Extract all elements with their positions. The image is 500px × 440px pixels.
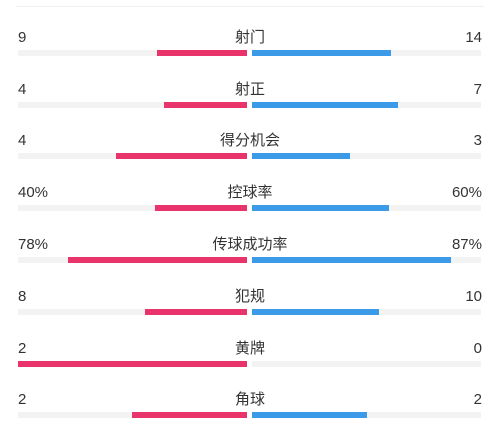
top-divider xyxy=(16,6,484,7)
home-value: 78% xyxy=(18,236,49,253)
stat-label: 射正 xyxy=(234,81,265,98)
home-bar xyxy=(132,412,247,418)
stat-label: 犯规 xyxy=(234,288,265,305)
stat-row-shots: 9 射门 14 xyxy=(0,28,500,68)
home-value: 2 xyxy=(18,340,27,357)
away-bar xyxy=(252,153,350,159)
home-track xyxy=(18,361,247,367)
away-bar xyxy=(252,102,398,108)
away-value: 2 xyxy=(473,391,482,408)
away-value: 7 xyxy=(473,81,482,98)
away-track xyxy=(252,102,481,108)
home-track xyxy=(18,102,247,108)
away-track xyxy=(252,153,481,159)
away-bar xyxy=(252,412,367,418)
stat-label: 控球率 xyxy=(227,184,273,201)
stat-label: 射门 xyxy=(234,29,265,46)
stat-row-possession: 40% 控球率 60% xyxy=(0,183,500,223)
home-value: 4 xyxy=(18,81,27,98)
away-value: 14 xyxy=(465,29,482,46)
stat-row-corners: 2 角球 2 xyxy=(0,390,500,430)
home-value: 9 xyxy=(18,29,27,46)
away-track xyxy=(252,361,481,367)
away-value: 60% xyxy=(451,184,482,201)
away-value: 87% xyxy=(451,236,482,253)
home-bar xyxy=(155,205,247,211)
away-track xyxy=(252,257,481,263)
home-value: 40% xyxy=(18,184,49,201)
stat-row-scoring-chances: 4 得分机会 3 xyxy=(0,131,500,171)
stat-row-shots-on-target: 4 射正 7 xyxy=(0,80,500,120)
home-bar xyxy=(145,309,247,315)
away-value: 3 xyxy=(473,132,482,149)
away-value: 10 xyxy=(465,288,482,305)
home-track xyxy=(18,205,247,211)
home-track xyxy=(18,257,247,263)
away-value: 0 xyxy=(473,340,482,357)
home-value: 2 xyxy=(18,391,27,408)
stat-row-yellow-cards: 2 黄牌 0 xyxy=(0,339,500,379)
away-track xyxy=(252,50,481,56)
stat-label: 角球 xyxy=(234,391,265,408)
home-value: 8 xyxy=(18,288,27,305)
home-track xyxy=(18,412,247,418)
home-bar xyxy=(68,257,247,263)
away-track xyxy=(252,309,481,315)
away-bar xyxy=(252,205,389,211)
home-value: 4 xyxy=(18,132,27,149)
home-bar xyxy=(157,50,247,56)
home-track xyxy=(18,50,247,56)
home-bar xyxy=(116,153,247,159)
home-bar xyxy=(164,102,247,108)
away-bar xyxy=(252,309,379,315)
away-bar xyxy=(252,257,451,263)
home-track xyxy=(18,153,247,159)
away-track xyxy=(252,412,481,418)
stat-row-pass-accuracy: 78% 传球成功率 87% xyxy=(0,235,500,275)
home-track xyxy=(18,309,247,315)
stat-label: 黄牌 xyxy=(234,340,265,357)
away-bar xyxy=(252,50,391,56)
stat-label: 得分机会 xyxy=(219,132,280,149)
home-bar xyxy=(18,361,247,367)
away-track xyxy=(252,205,481,211)
stat-label: 传球成功率 xyxy=(212,236,288,253)
stat-row-fouls: 8 犯规 10 xyxy=(0,287,500,327)
